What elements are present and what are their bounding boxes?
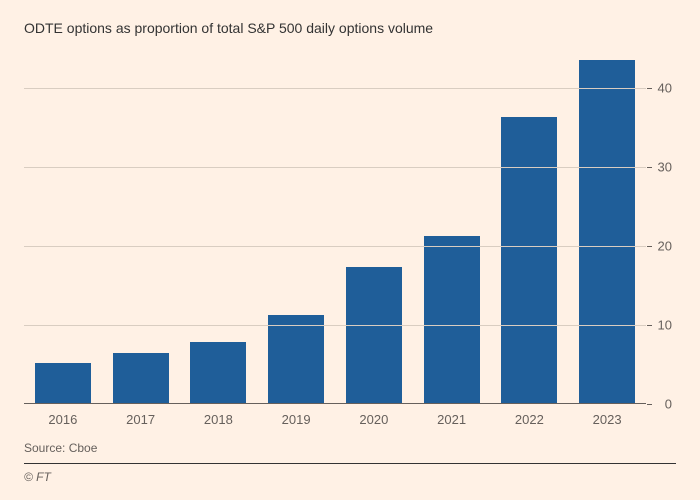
chart-container: ODTE options as proportion of total S&P … [0,0,700,500]
x-axis-label: 2017 [102,412,180,427]
bar-cell [180,48,258,404]
bar [579,60,635,404]
chart-area: 010203040 201620172018201920202021202220… [24,48,676,427]
bars-group [24,48,646,404]
x-axis-label: 2022 [491,412,569,427]
bar-cell [335,48,413,404]
y-axis-label: 10 [658,317,672,332]
bar [268,315,324,404]
source-text: Source: Cboe [24,441,676,455]
bar-cell [568,48,646,404]
y-tick [647,404,652,405]
y-axis-label: 30 [658,159,672,174]
x-axis-label: 2023 [568,412,646,427]
y-axis-label: 0 [665,397,672,412]
baseline [24,403,646,404]
gridline [24,246,646,247]
chart-footer: Source: Cboe © FT [24,441,676,484]
footer-divider [24,463,676,464]
y-axis-label: 20 [658,238,672,253]
brand-text: © FT [24,470,676,484]
y-axis-label: 40 [658,80,672,95]
gridline [24,167,646,168]
bar [424,236,480,404]
gridline [24,325,646,326]
x-axis-label: 2021 [413,412,491,427]
y-tick [647,88,652,89]
bar [35,363,91,404]
bar-cell [413,48,491,404]
x-axis-label: 2016 [24,412,102,427]
bar-cell [24,48,102,404]
chart-subtitle: ODTE options as proportion of total S&P … [24,20,676,36]
plot-region: 010203040 [24,48,646,404]
x-axis-label: 2019 [257,412,335,427]
y-tick [647,246,652,247]
bar [113,353,169,404]
x-axis-label: 2020 [335,412,413,427]
gridline [24,88,646,89]
y-tick [647,167,652,168]
bar [501,117,557,404]
x-axis-label: 2018 [180,412,258,427]
y-tick [647,325,652,326]
bar-cell [102,48,180,404]
bar [346,267,402,404]
bar-cell [491,48,569,404]
bar [190,342,246,404]
bar-cell [257,48,335,404]
x-axis: 20162017201820192020202120222023 [24,412,646,427]
